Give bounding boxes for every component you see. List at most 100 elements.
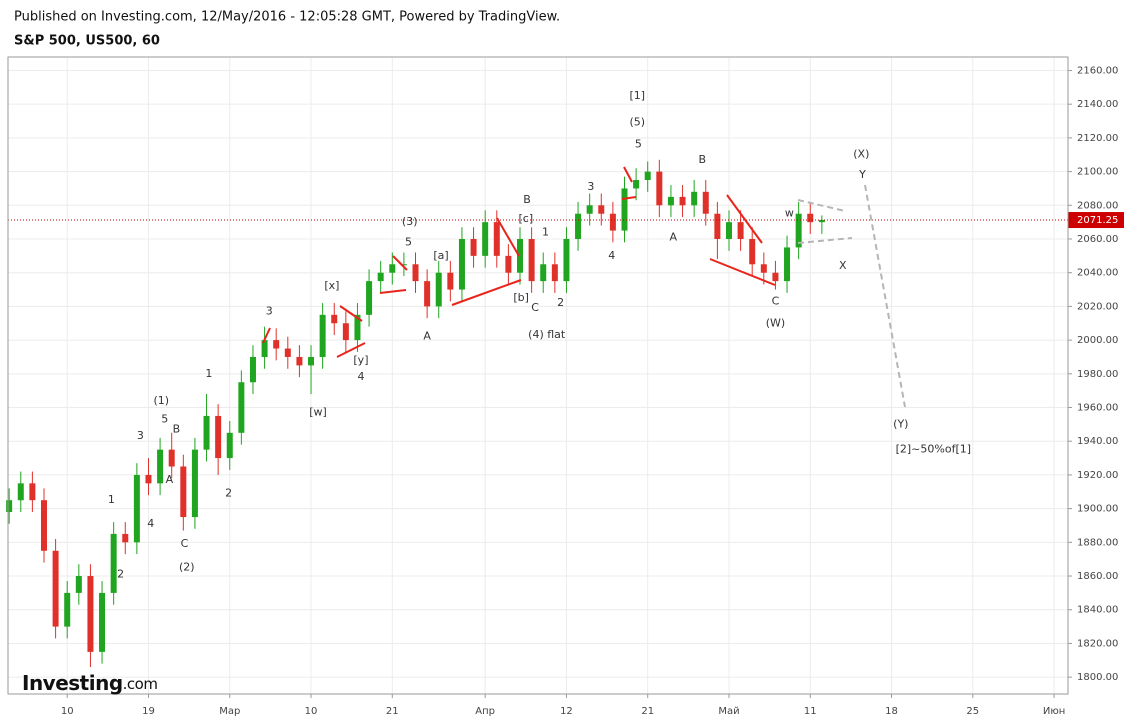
wave-label: B <box>173 422 181 435</box>
wave-label: 1 <box>542 225 549 238</box>
y-tick-label: 1840.00 <box>1077 605 1118 616</box>
x-tick-label: Апр <box>475 706 495 717</box>
projection-line <box>797 199 846 212</box>
candle-body <box>807 213 814 223</box>
logo: Investing.com <box>22 671 157 695</box>
candle-body <box>667 196 674 206</box>
candle-body <box>458 239 465 290</box>
wave-label: (W) <box>766 316 785 329</box>
wave-label: 3 <box>587 180 594 193</box>
grid: 1800.00 1820.00 1840.00 1860.00 1880.00 1900.… <box>8 57 1124 717</box>
wave-label: (2) <box>179 561 195 574</box>
x-tick-label: 10 <box>305 706 318 717</box>
trend-line <box>379 289 407 294</box>
candle-body <box>505 255 512 273</box>
projection-line <box>797 237 853 244</box>
wave-label: [2]~50%of[1] <box>896 443 971 456</box>
candle-body <box>87 576 94 652</box>
candle-body <box>656 171 663 206</box>
candle-body <box>563 239 570 282</box>
candle-body <box>540 264 547 282</box>
wave-label: X <box>839 259 847 272</box>
wave-label: 4 <box>147 517 154 530</box>
wave-label: 1 <box>108 493 115 506</box>
candle-body <box>447 272 454 290</box>
y-tick-label: 2080.00 <box>1077 200 1118 211</box>
candle-body <box>749 239 756 265</box>
candle-body <box>389 264 396 273</box>
candle-body <box>157 449 164 484</box>
logo-brand: Investing <box>22 671 123 695</box>
published-line: Published on Investing.com, 12/May/2016 … <box>14 10 560 25</box>
candle-body <box>702 191 709 214</box>
trend-line <box>726 194 763 244</box>
trend-line <box>262 327 271 344</box>
wave-label: A <box>669 230 677 243</box>
wave-lines <box>262 166 906 408</box>
x-tick-label: 25 <box>966 706 979 717</box>
wave-label: (4) flat <box>528 328 566 341</box>
candle-body <box>482 222 489 256</box>
candle-body <box>366 281 373 315</box>
candle-body <box>784 247 791 282</box>
candle-body <box>575 213 582 239</box>
candle-body <box>110 533 117 593</box>
y-tick-label: 1960.00 <box>1077 403 1118 414</box>
y-tick-label: 2000.00 <box>1077 335 1118 346</box>
candle-body <box>180 466 187 518</box>
x-tick-label: 12 <box>560 706 573 717</box>
candle-body <box>517 239 524 273</box>
candle-body <box>528 239 535 282</box>
candle-body <box>331 314 338 324</box>
wave-label: [w] <box>309 406 327 419</box>
candle-body <box>319 314 326 357</box>
x-tick-label: 19 <box>142 706 155 717</box>
y-tick-label: 2160.00 <box>1077 65 1118 76</box>
candle-body <box>99 592 106 652</box>
y-tick-label: 1920.00 <box>1077 470 1118 481</box>
projection-line <box>864 184 906 408</box>
y-tick-label: 2020.00 <box>1077 301 1118 312</box>
wave-label: 3 <box>137 429 144 442</box>
wave-label: 1 <box>205 367 212 380</box>
candle-body <box>609 213 616 231</box>
x-tick-label: Май <box>718 706 739 717</box>
candle-body <box>435 272 442 307</box>
candle-body <box>795 213 802 248</box>
last-price-box <box>1068 212 1124 229</box>
plot-border <box>7 56 1069 695</box>
y-tick-label: 2100.00 <box>1077 167 1118 178</box>
candle-body <box>551 264 558 282</box>
y-tick-label: 1800.00 <box>1077 672 1118 683</box>
x-tick-label: 11 <box>804 706 817 717</box>
y-tick-label: 1820.00 <box>1077 638 1118 649</box>
y-tick-label: 2120.00 <box>1077 133 1118 144</box>
wave-label: 5 <box>161 412 168 425</box>
wave-label: 2 <box>225 486 232 499</box>
wave-label: [a] <box>433 249 448 262</box>
candle-body <box>238 382 245 433</box>
candle-body <box>679 196 686 206</box>
wave-label: Y <box>858 168 866 181</box>
candle-body <box>52 550 59 627</box>
candle-body <box>586 205 593 214</box>
candle-body <box>633 180 640 189</box>
x-tick-label: 21 <box>386 706 399 717</box>
candle-body <box>354 314 361 341</box>
y-tick-label: 1880.00 <box>1077 537 1118 548</box>
candle-body <box>691 191 698 206</box>
candle-body <box>412 264 419 282</box>
wave-label: 2 <box>557 296 564 309</box>
wave-label: (1) <box>153 394 169 407</box>
wave-label: (3) <box>402 215 418 228</box>
candle-body <box>273 340 280 349</box>
wave-label: C <box>772 294 780 307</box>
candles <box>6 159 1068 668</box>
wave-label: [y] <box>353 353 368 366</box>
candle-body <box>818 220 825 223</box>
candle-body <box>644 171 651 181</box>
y-tick-label: 2140.00 <box>1077 99 1118 110</box>
candle-body <box>6 500 13 512</box>
y-tick-label: 1900.00 <box>1077 504 1118 515</box>
